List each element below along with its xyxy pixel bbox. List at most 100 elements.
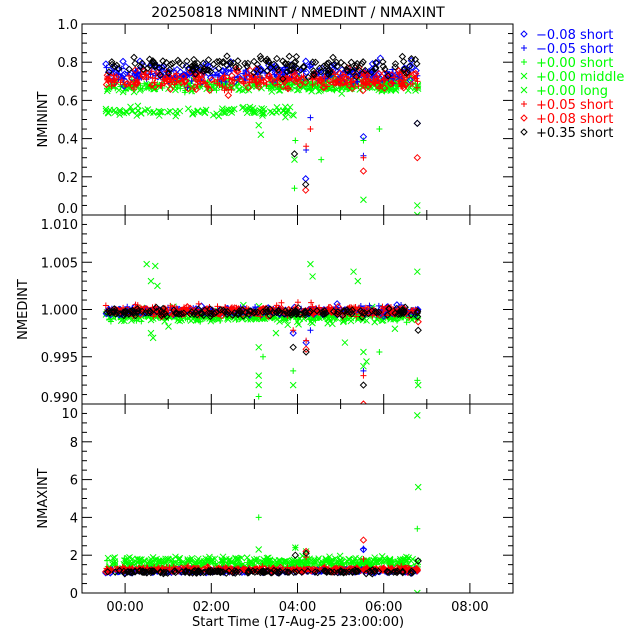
data-point: [235, 73, 243, 81]
data-point: [240, 565, 248, 574]
data-point: [309, 319, 316, 327]
data-point: [413, 84, 420, 91]
data-point: [133, 305, 142, 313]
data-point: [276, 74, 284, 83]
data-point: [226, 59, 235, 68]
data-point: [236, 76, 245, 84]
data-point: [144, 106, 152, 113]
data-point: [205, 66, 213, 74]
data-point: [214, 567, 222, 576]
data-point: [139, 85, 146, 92]
data-point: [141, 80, 148, 87]
data-point: [310, 71, 318, 79]
data-point: [234, 310, 242, 319]
data-point: [254, 558, 262, 566]
data-point: [251, 568, 259, 576]
outlier-point: [255, 381, 263, 389]
data-point: [372, 308, 381, 317]
data-point: [168, 59, 177, 68]
data-point: [373, 558, 381, 565]
data-point: [204, 56, 213, 64]
outlier-point: [359, 545, 368, 554]
data-point: [210, 309, 218, 318]
y-tick-label: 4: [70, 511, 78, 526]
data-point: [285, 568, 293, 577]
data-point: [216, 82, 223, 89]
data-point: [391, 74, 398, 81]
data-point: [256, 73, 263, 80]
data-point: [222, 106, 230, 114]
data-point: [296, 81, 304, 89]
y-axis-label: NMAXINT: [36, 468, 51, 528]
data-point: [221, 559, 228, 566]
data-point: [352, 73, 361, 81]
data-point: [190, 55, 198, 64]
data-point: [218, 58, 227, 67]
outlier-point: [303, 337, 310, 344]
data-point: [407, 567, 416, 575]
data-point: [373, 76, 381, 85]
data-point: [115, 65, 123, 73]
data-point: [206, 73, 215, 82]
data-point: [281, 60, 290, 68]
data-point: [159, 57, 167, 65]
data-point: [199, 67, 208, 75]
data-point: [246, 103, 254, 111]
data-point: [245, 307, 254, 315]
data-point: [403, 553, 410, 561]
data-point: [156, 71, 164, 79]
data-point: [166, 60, 175, 69]
data-point: [304, 73, 312, 82]
data-point: [126, 568, 134, 576]
outlier-point: [414, 557, 422, 565]
data-point: [390, 86, 397, 93]
data-point: [385, 304, 393, 313]
data-point: [252, 557, 260, 565]
data-point: [378, 306, 386, 314]
data-point: [111, 62, 119, 71]
data-point: [380, 84, 389, 92]
data-point: [176, 554, 184, 562]
data-point: [161, 74, 170, 82]
data-point: [227, 80, 236, 89]
y-tick-label: 0: [70, 587, 78, 602]
data-point: [250, 68, 258, 77]
outlier-point: [301, 180, 310, 189]
data-point: [378, 566, 387, 574]
data-point: [212, 308, 220, 317]
data-point: [393, 567, 402, 575]
data-point: [278, 299, 285, 306]
data-point: [368, 65, 376, 73]
data-point: [121, 308, 129, 317]
outlier-point: [289, 329, 297, 337]
data-point: [368, 558, 375, 565]
data-point: [412, 69, 420, 78]
data-points: [102, 411, 422, 593]
data-point: [375, 308, 383, 316]
data-point: [131, 59, 139, 68]
data-point: [370, 308, 378, 317]
panel-nmaxint: 0 2 4 6 8 10 NMAXINT: [36, 403, 514, 602]
data-point: [119, 57, 127, 66]
data-point: [399, 568, 407, 577]
data-point: [397, 308, 405, 317]
data-point: [274, 66, 282, 74]
data-point: [414, 305, 422, 314]
data-point: [189, 65, 197, 73]
data-point: [367, 68, 376, 76]
data-point: [159, 67, 167, 75]
outlier-point: [255, 546, 263, 553]
data-point: [343, 308, 352, 316]
data-point: [244, 83, 252, 92]
data-point: [271, 557, 279, 564]
y-tick-label: 6: [70, 474, 78, 489]
x-tick-label: 04:00: [279, 600, 316, 615]
data-point: [315, 64, 324, 72]
data-point: [159, 304, 167, 313]
data-point: [249, 73, 257, 81]
data-point: [294, 304, 303, 312]
data-point: [323, 59, 331, 68]
data-point: [146, 307, 154, 315]
data-point: [253, 77, 261, 85]
data-point: [304, 567, 312, 576]
